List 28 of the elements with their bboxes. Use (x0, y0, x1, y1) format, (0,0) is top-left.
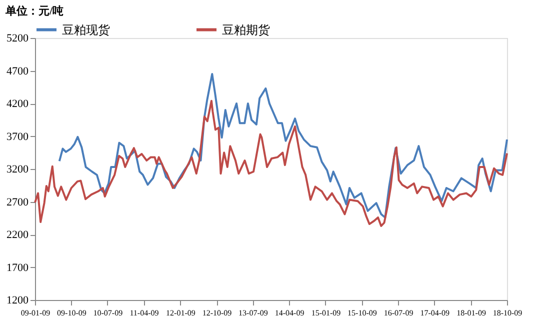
x-tick-label: 11-04-09 (130, 308, 159, 318)
x-tick-label: 15-01-09 (311, 308, 341, 318)
line-series (34, 100, 508, 227)
y-tick-label: 4200 (6, 98, 29, 110)
y-tick-label: 3700 (6, 130, 29, 143)
x-tick-label: 13-07-09 (238, 308, 268, 318)
y-tick-label: 2200 (6, 229, 29, 241)
legend-label: 豆粕现货 (62, 22, 110, 37)
x-tick-label: 18-01-09 (456, 308, 486, 318)
y-tick-label: 1200 (6, 294, 29, 306)
x-tick-label: 16-07-09 (384, 308, 414, 318)
x-tick-label: 09-10-09 (57, 308, 86, 318)
x-tick-label: 12-01-09 (166, 308, 196, 318)
x-tick-label: 10-07-09 (93, 308, 123, 318)
x-tick-label: 12-10-09 (202, 308, 232, 318)
y-tick-label: 1700 (6, 262, 29, 274)
x-tick-label: 09-01-09 (20, 308, 50, 318)
legend-label: 豆粕期货 (222, 22, 270, 37)
line-series (58, 73, 508, 218)
y-tick-label: 3200 (6, 164, 29, 176)
x-tick-label: 15-10-09 (348, 308, 377, 318)
y-tick-label: 5200 (6, 32, 29, 44)
y-tick-label: 4700 (6, 65, 29, 78)
x-tick-label: 18-10-09 (492, 308, 522, 318)
x-tick-label: 17-04-09 (420, 308, 450, 318)
x-tick-label: 14-04-09 (274, 308, 304, 318)
y-axis-title: 单位：元/吨 (4, 4, 64, 18)
y-tick-label: 2700 (6, 196, 29, 208)
